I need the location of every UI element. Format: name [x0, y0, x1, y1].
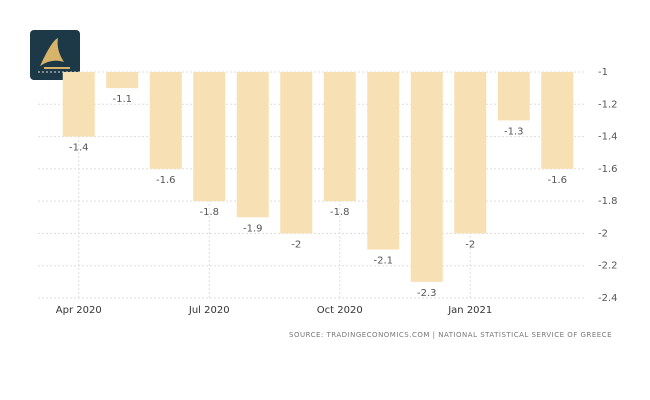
bar — [497, 72, 530, 121]
y-tick-label: -2 — [598, 228, 608, 239]
data-label: -1.8 — [330, 207, 350, 218]
data-label: -1.9 — [243, 223, 263, 234]
bar — [323, 72, 356, 202]
data-label: -1.6 — [156, 175, 176, 186]
bar — [541, 72, 574, 169]
x-tick-label: Jul 2020 — [188, 305, 230, 316]
bar — [106, 72, 139, 89]
bar — [62, 72, 95, 137]
data-label: -2.3 — [417, 288, 437, 299]
y-tick-label: -1.4 — [598, 132, 618, 143]
y-tick-label: -1.2 — [598, 99, 618, 110]
data-label: -1.6 — [547, 175, 567, 186]
bar — [236, 72, 269, 218]
source: SOURCE: TRADINGECONOMICS.COM | NATIONAL … — [289, 331, 612, 339]
bar — [280, 72, 313, 234]
x-tick-label: Apr 2020 — [56, 305, 102, 316]
x-tick-label: Oct 2020 — [317, 305, 363, 316]
bar — [454, 72, 487, 234]
y-tick-label: -2.2 — [598, 261, 618, 272]
y-tick-label: -1.6 — [598, 164, 618, 175]
y-tick-label: -2.4 — [598, 293, 618, 304]
data-label: -2 — [465, 239, 475, 250]
data-label: -1.1 — [112, 94, 132, 105]
x-tick-label: Jan 2021 — [447, 305, 492, 316]
y-tick-label: -1.8 — [598, 196, 618, 207]
y-tick-label: -1 — [598, 67, 608, 78]
bar — [149, 72, 182, 169]
data-label: -2.1 — [373, 256, 393, 267]
data-label: -1.4 — [69, 143, 89, 154]
data-label: -1.8 — [199, 207, 219, 218]
data-label: -2 — [291, 239, 301, 250]
logo — [30, 30, 80, 80]
bar — [193, 72, 226, 202]
bar — [410, 72, 443, 282]
bar — [367, 72, 400, 250]
data-label: -1.3 — [504, 126, 524, 137]
